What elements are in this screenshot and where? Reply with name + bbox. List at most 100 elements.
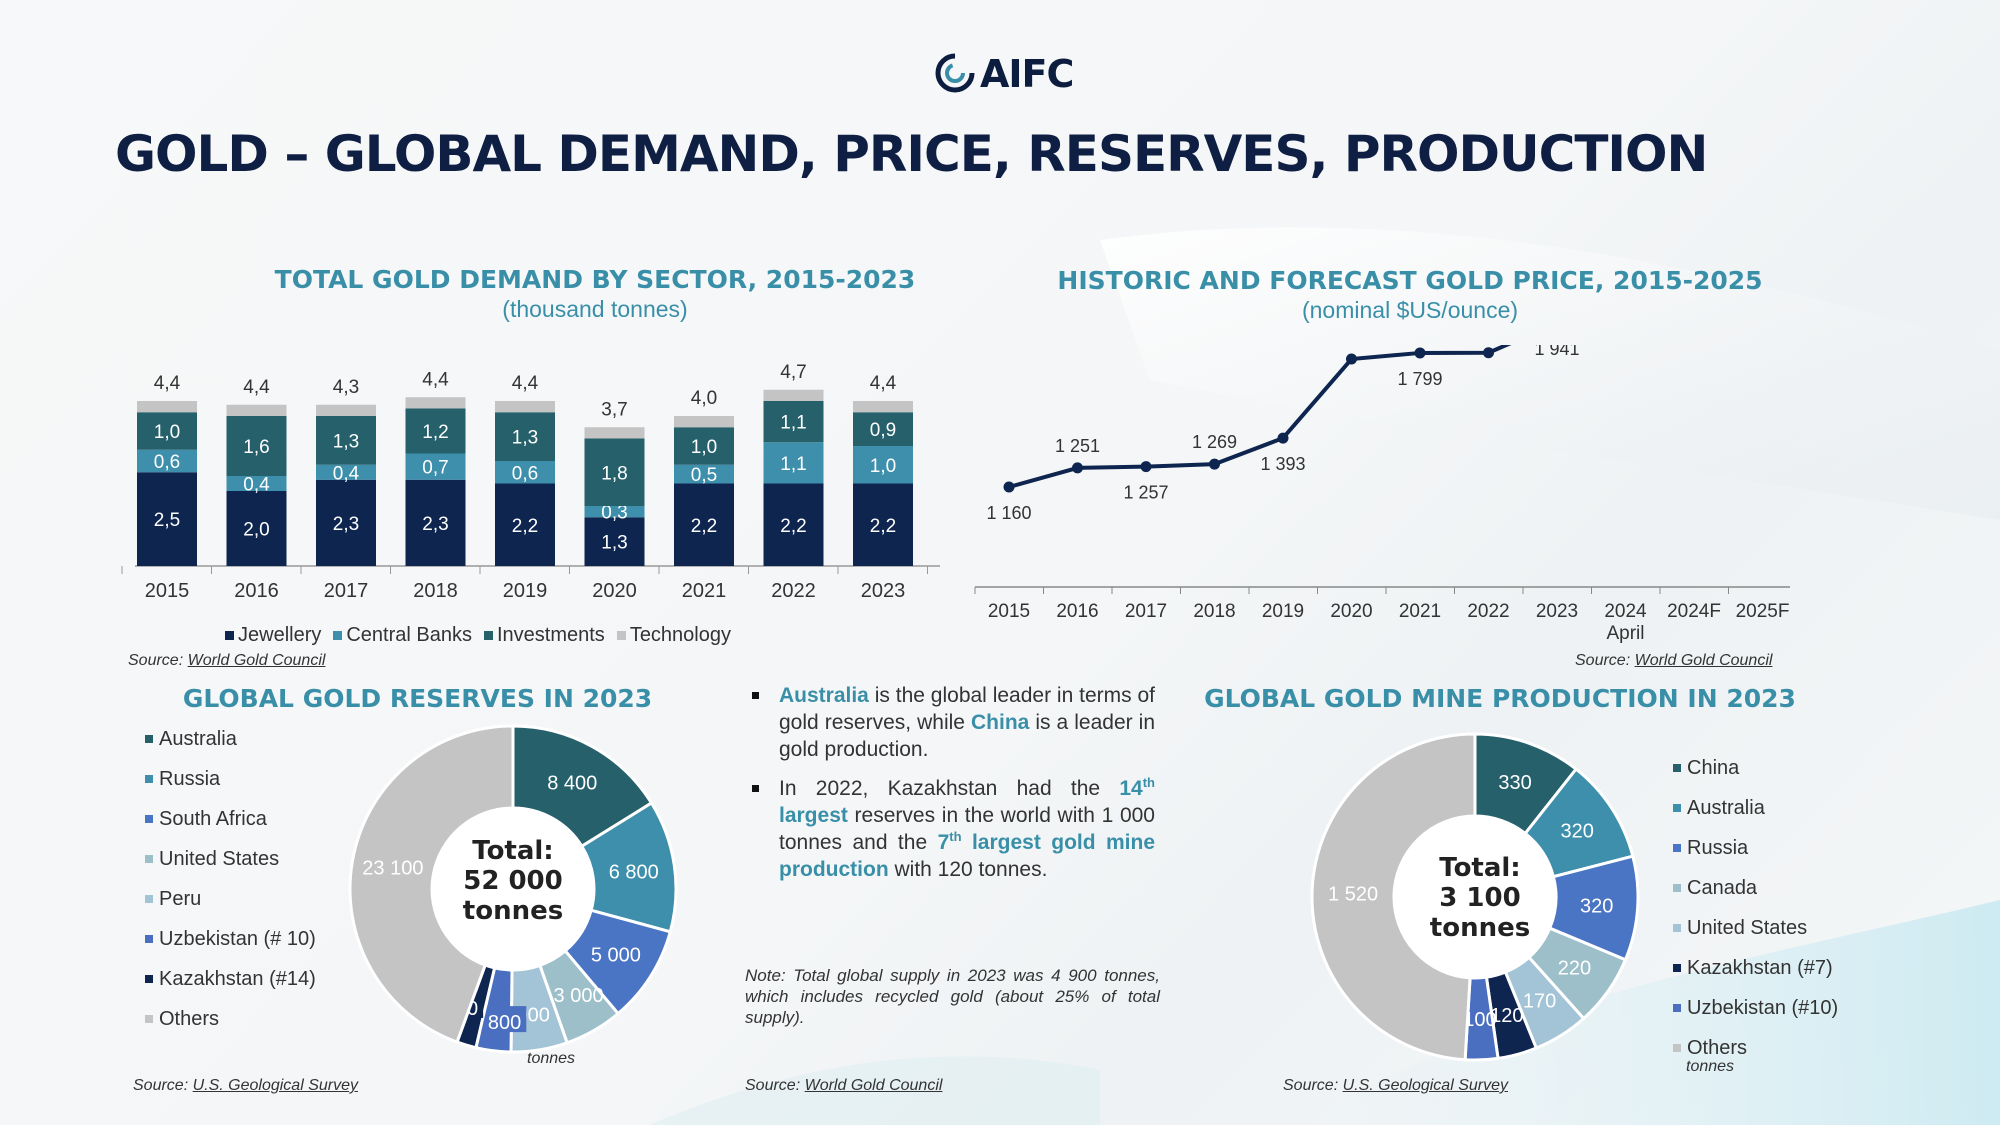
brand-name: AIFC [980, 52, 1074, 96]
demand-bar-label: 1,0 [870, 456, 896, 477]
legend-label: Australia [159, 727, 237, 750]
legend-swatch [1673, 1004, 1681, 1012]
donut-legend-item: United States [145, 839, 316, 879]
donut-legend-item: Australia [1673, 788, 1838, 828]
legend-label: Technology [629, 624, 731, 646]
reserves-source-link[interactable]: U.S. Geological Survey [192, 1077, 358, 1094]
demand-bar-segment [137, 472, 197, 566]
demand-category-label: 2020 [592, 580, 637, 602]
demand-bar-segment [226, 491, 287, 566]
demand-source: Source: World Gold Council [128, 652, 325, 670]
demand-bar-segment [226, 476, 287, 491]
demand-bar-segment [674, 427, 734, 465]
demand-total-label: 4,0 [691, 388, 717, 409]
bullet-1-end: is a leader in gold production. [779, 711, 1156, 761]
demand-legend-item: Central Banks [333, 624, 472, 646]
bullet-2-mid: reserves in the world with 1 000 tonnes … [779, 804, 1155, 854]
reserves-total-line3: tonnes [462, 896, 564, 926]
legend-swatch [616, 631, 626, 641]
demand-legend-item: Jewellery [225, 624, 321, 646]
donut-legend-item: Kazakhstan (#14) [145, 959, 316, 999]
donut-value-label: 120 [1490, 1005, 1523, 1027]
legend-label: United States [1687, 916, 1808, 939]
price-chart-subtitle: (nominal $US/ounce) [1301, 297, 1519, 323]
legend-label: Uzbekistan (# 10) [159, 927, 316, 950]
demand-bar-label: 0,6 [154, 452, 180, 473]
demand-bar-label: 1,1 [780, 454, 806, 475]
donut-legend-item: Australia [145, 719, 316, 759]
legend-swatch [145, 735, 153, 743]
demand-source-link[interactable]: World Gold Council [187, 652, 326, 669]
demand-bar-label: 1,8 [601, 463, 627, 484]
donut-legend-item: Others [1673, 1028, 1838, 1068]
reserves-source: Source: U.S. Geological Survey [133, 1077, 358, 1095]
legend-swatch [483, 631, 493, 641]
donut-value-label: 5 000 [591, 945, 641, 967]
demand-bar-label: 2,2 [691, 516, 717, 537]
price-value-label: 1 799 [1397, 369, 1442, 389]
text-source-link[interactable]: World Gold Council [804, 1077, 943, 1094]
bullet-2-rank2-suffix: th [949, 829, 962, 844]
donut-hole [1394, 816, 1556, 978]
demand-bar-segment [763, 483, 824, 566]
reserves-legend: Australia Russia South Africa United States… [145, 719, 316, 1039]
reserves-unit: tonnes [527, 1050, 576, 1067]
production-unit: tonnes [1686, 1058, 1735, 1075]
legend-swatch [333, 631, 343, 641]
price-historic-line [1008, 345, 1512, 489]
demand-bar-segment [853, 483, 913, 566]
legend-swatch [145, 975, 153, 983]
bullet-2-rank2: 7 [937, 831, 950, 854]
demand-total-label: 4,4 [243, 377, 270, 398]
demand-bar-segment [137, 412, 197, 450]
supply-note: Note: Total global supply in 2023 was 4 … [745, 966, 1160, 1027]
demand-total-label: 3,7 [601, 399, 627, 420]
demand-total-label: 4,7 [780, 362, 806, 383]
demand-category-label: 2019 [503, 580, 548, 602]
legend-swatch [145, 775, 153, 783]
demand-bar-segment [226, 404, 287, 416]
price-source-link[interactable]: World Gold Council [1634, 652, 1773, 669]
demand-bar-segment [584, 427, 645, 439]
donut-legend-item: Russia [145, 759, 316, 799]
demand-bar-segment [495, 401, 555, 413]
price-category-label: 2020 [1330, 601, 1372, 622]
legend-label: Russia [159, 767, 221, 790]
reserves-total-line1: Total: [472, 836, 554, 866]
legend-label: China [1687, 756, 1740, 779]
demand-bar-label: 1,6 [243, 437, 269, 458]
production-source-link[interactable]: U.S. Geological Survey [1342, 1077, 1508, 1094]
demand-bar-segment [584, 517, 645, 566]
donut-value-label: 3 000 [554, 985, 604, 1007]
demand-bar-segment [763, 401, 824, 443]
price-point [1414, 347, 1426, 359]
price-point [1140, 461, 1152, 473]
page-title: GOLD – GLOBAL DEMAND, PRICE, RESERVES, P… [115, 125, 1708, 183]
production-total: Total: 3 100 tonnes [1390, 853, 1570, 943]
price-value-label: 1 393 [1260, 454, 1305, 474]
bullet-2-rank1-word: largest [779, 804, 848, 827]
price-category-label: 2018 [1193, 601, 1235, 622]
donut-value-label: 220 [1558, 958, 1591, 980]
legend-label: Uzbekistan (#10) [1687, 996, 1839, 1019]
bullet-1-country1: Australia [779, 684, 869, 707]
price-category-label: 2024F [1667, 601, 1721, 622]
demand-bar-segment [226, 416, 287, 476]
demand-bar-label: 2,0 [243, 520, 269, 541]
aifc-logo-icon [935, 53, 975, 93]
bullet-2-rank1: 14 [1119, 777, 1143, 800]
price-value-label: 1 257 [1123, 483, 1168, 503]
price-category-label: 2021 [1399, 601, 1441, 622]
reserves-source-label: Source: [133, 1077, 189, 1094]
bullet-2-rank2-word: largest gold mine production [779, 831, 1155, 881]
legend-swatch [145, 895, 153, 903]
legend-swatch [1673, 804, 1681, 812]
demand-bar-label: 2,3 [422, 514, 448, 535]
demand-bar-label: 1,2 [422, 422, 448, 443]
demand-chart-subtitle: (thousand tonnes) [502, 296, 688, 322]
price-point [1277, 432, 1289, 444]
legend-swatch [1673, 1044, 1681, 1052]
demand-category-label: 2018 [413, 580, 458, 602]
donut-value-label: 1 520 [1328, 883, 1378, 905]
demand-bar-segment [316, 416, 376, 465]
